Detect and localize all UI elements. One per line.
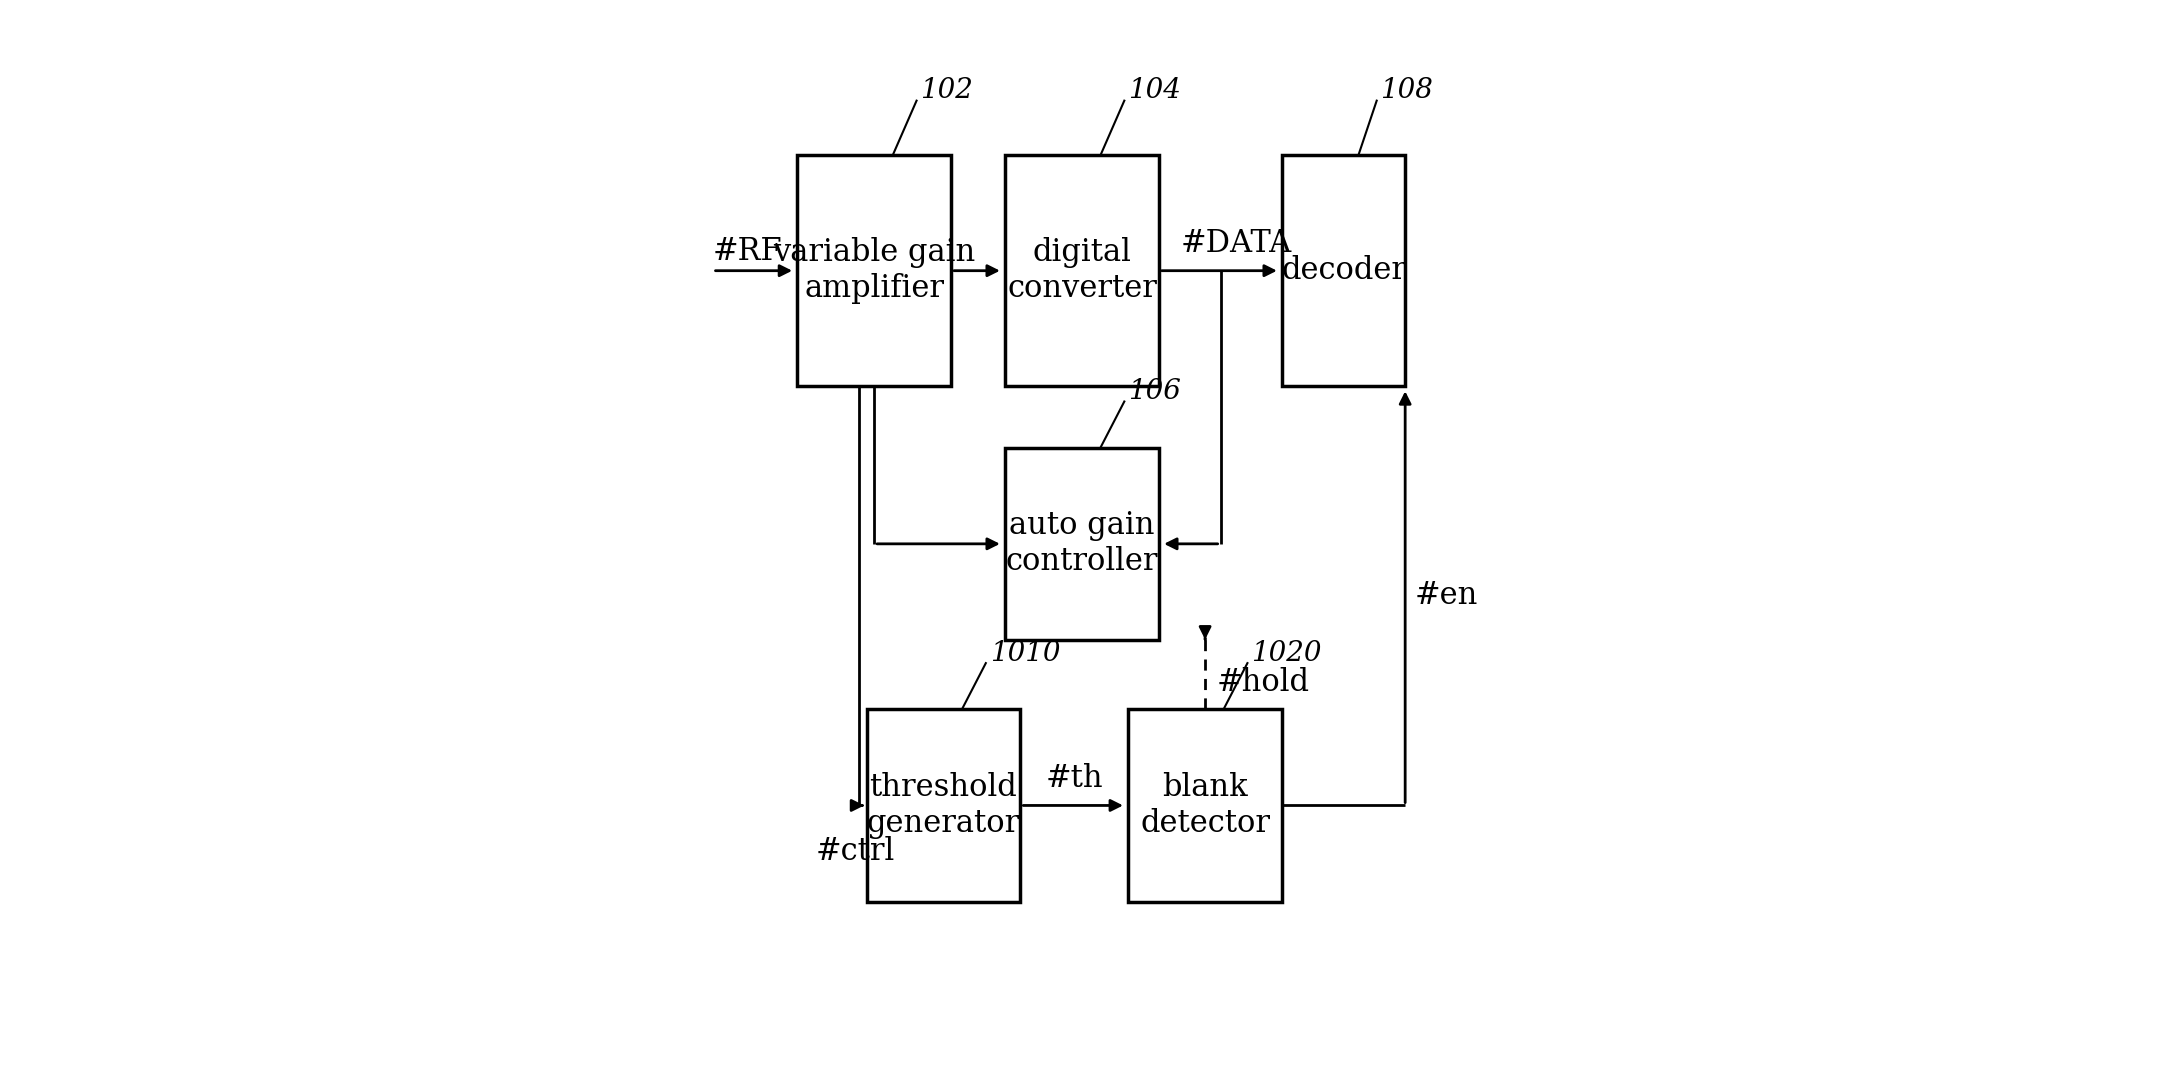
Text: threshold
generator: threshold generator: [868, 772, 1019, 839]
Bar: [1004, 448, 1160, 640]
Text: auto gain
controller: auto gain controller: [1006, 511, 1158, 577]
Text: #en: #en: [1415, 580, 1478, 611]
Text: digital
converter: digital converter: [1006, 238, 1158, 305]
Bar: [1127, 710, 1281, 902]
Text: #th: #th: [1045, 764, 1104, 794]
Bar: [1281, 156, 1404, 387]
Text: 102: 102: [920, 78, 974, 105]
Text: 106: 106: [1127, 378, 1182, 405]
Text: #hold: #hold: [1216, 666, 1309, 698]
Text: 108: 108: [1381, 78, 1433, 105]
Text: 1010: 1010: [989, 640, 1060, 667]
Text: blank
detector: blank detector: [1140, 772, 1270, 839]
Text: #DATA: #DATA: [1179, 228, 1292, 259]
Text: 1020: 1020: [1251, 640, 1322, 667]
Text: decoder: decoder: [1281, 255, 1407, 286]
Bar: [796, 156, 952, 387]
Bar: [1004, 156, 1160, 387]
Text: variable gain
amplifier: variable gain amplifier: [773, 238, 976, 305]
Text: #RF: #RF: [712, 235, 783, 267]
Bar: [866, 710, 1021, 902]
Text: 104: 104: [1127, 78, 1182, 105]
Text: #ctrl: #ctrl: [816, 836, 894, 867]
